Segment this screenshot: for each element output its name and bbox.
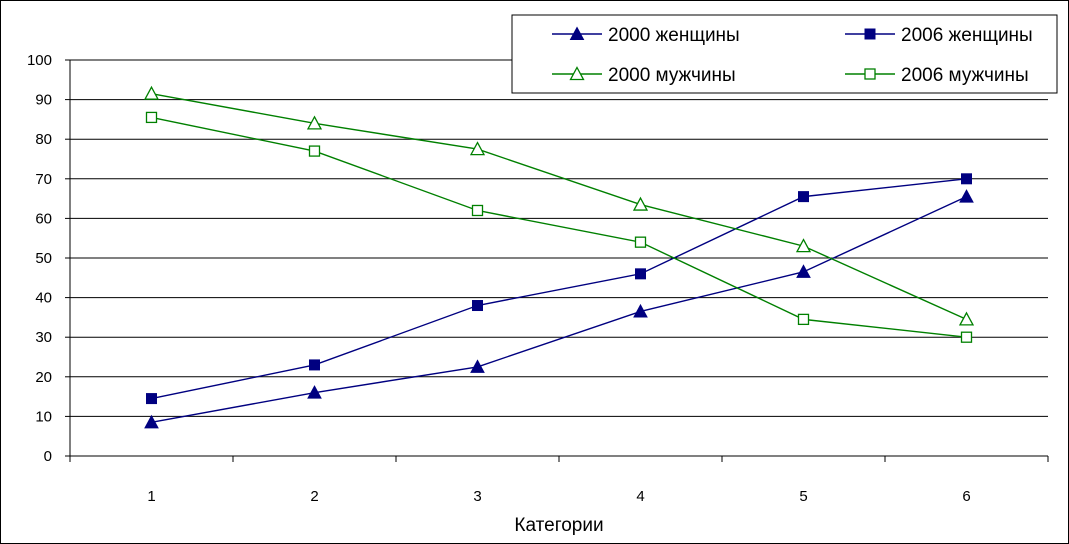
data-point [309,359,320,371]
x-tick-label: 6 [962,488,970,505]
x-tick-labels: 1 2 3 4 5 6 [147,488,970,505]
data-point [306,115,323,130]
legend-label: 2000 женщины [608,25,740,46]
legend-label: 2006 мужчины [901,65,1029,86]
series-4 [145,111,973,343]
y-tick-label: 80 [35,131,52,148]
data-point [958,311,975,326]
y-tick-label: 30 [35,329,52,346]
data-point [146,393,157,405]
x-tick-label: 1 [147,488,155,505]
legend-entry: 2000 мужчины [552,65,736,86]
legend-entry: 2006 женщины [845,25,1033,46]
y-tick-label: 50 [35,250,52,267]
data-point [633,303,648,318]
series-line [151,116,967,338]
x-tick-label: 3 [473,488,481,505]
y-tick-label: 90 [35,92,52,109]
y-tick-label: 20 [35,369,52,386]
gridlines [70,59,1048,417]
legend: 2000 женщины 2006 женщины 2000 мужчины 2006… [511,14,1058,94]
series-layer [143,85,975,429]
data-point [961,173,972,185]
legend-marker [569,26,585,41]
x-tick-label: 5 [799,488,807,505]
data-point [472,300,483,312]
y-tick-label: 0 [44,448,52,465]
data-point [470,359,485,373]
data-point [143,85,160,100]
x-tick-label: 4 [636,488,644,505]
legend-marker [864,68,876,80]
data-point [144,414,159,429]
legend-marker [569,66,585,81]
data-point [145,111,158,124]
y-tick-labels: 0 10 20 30 40 50 60 70 80 90 100 [27,52,52,465]
legend-marker [864,28,876,40]
y-tick-label: 70 [35,171,52,188]
legend-label: 2006 женщины [901,25,1033,46]
legend-entry: 2000 женщины [552,25,740,46]
data-point [471,204,484,217]
y-tick-label: 10 [35,408,52,425]
data-point [795,238,812,253]
series-line [151,178,967,400]
series-3 [143,85,975,326]
data-point [308,145,321,157]
data-point [632,196,649,211]
data-point [469,141,486,156]
y-tick-label: 100 [27,52,52,69]
data-point [307,385,322,399]
series-1 [144,189,974,429]
series-2 [146,173,972,405]
data-point [797,313,810,326]
legend-entry: 2006 мужчины [845,65,1029,86]
series-line [151,195,967,424]
data-point [960,331,973,343]
data-point [796,264,811,278]
y-tick-label: 40 [35,290,52,307]
data-point [635,268,646,280]
legend-label: 2000 мужчины [608,65,736,86]
x-axis-title: Категории [514,515,603,536]
y-tick-label: 60 [35,210,52,227]
legend-box [511,14,1058,94]
data-point [634,236,647,248]
data-point [959,189,974,203]
series-line [151,92,967,321]
axes [65,59,1049,462]
x-tick-label: 2 [310,488,318,505]
data-point [798,191,809,203]
